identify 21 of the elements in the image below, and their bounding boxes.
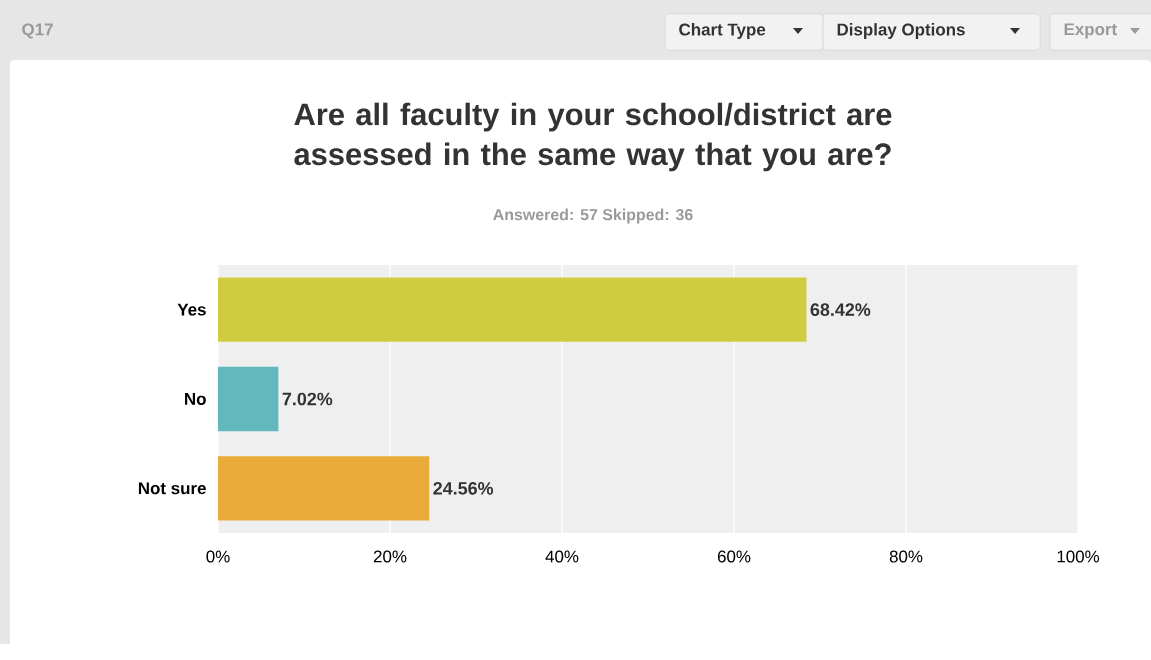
chart-title: Are all faculty in your school/district are assessed in the same way that you are? [294,102,892,172]
y-tick-label: No [185,393,206,405]
x-tick-label: 60% [717,550,751,563]
text: Q17 [22,23,53,39]
x-tick-label: 100% [1057,550,1100,563]
bar [218,456,430,521]
text: Chart Type [679,23,766,39]
x-tick-label: 40% [545,550,579,563]
text: Display Options [837,23,965,39]
bar [218,277,807,342]
bar [218,366,279,432]
data-label: 24.56% [433,481,494,495]
data-label: 7.02% [282,392,333,406]
x-tick-label: 20% [373,550,407,563]
x-tick-label: 80% [889,550,923,563]
x-tick-label: 0% [206,550,230,563]
chart-subtitle: Answered: 57 Skipped: 36 [493,208,693,224]
y-tick-label: Yes [177,303,206,316]
y-tick-label: Not sure [138,482,206,495]
text: Export [1064,23,1117,39]
data-label: 68.42% [810,303,871,317]
